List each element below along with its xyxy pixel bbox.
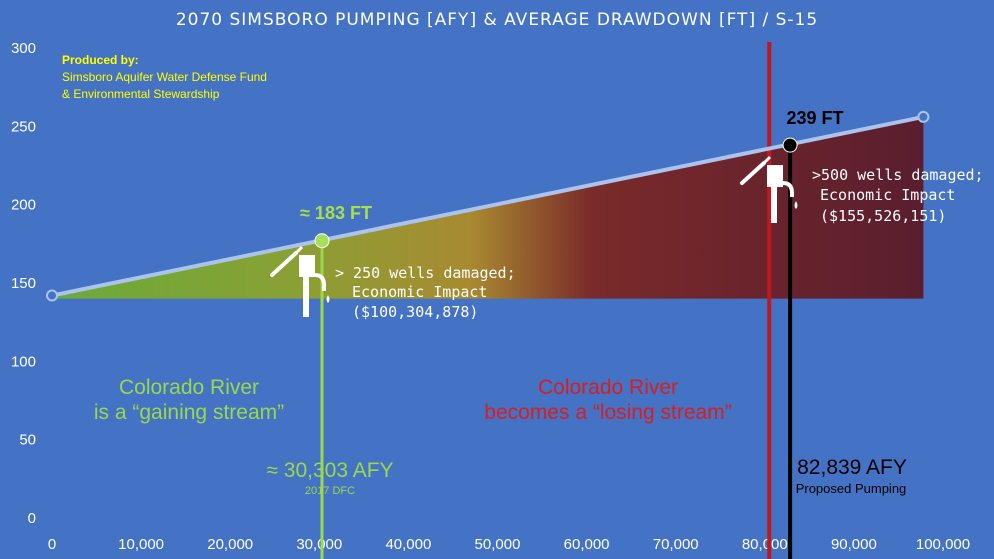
left-annotation-line-1: > 250 wells damaged;: [335, 264, 516, 282]
y-tick-label: 300: [11, 40, 36, 57]
gaining-stream-line-2: is a “gaining stream”: [94, 401, 284, 424]
x-tick-label: 0: [48, 536, 56, 553]
gaining-stream-line-1: Colorado River: [119, 376, 259, 399]
credit-line-1: Produced by:: [62, 53, 139, 67]
x-tick-label: 100,000: [916, 536, 970, 553]
line-start-point: [46, 289, 58, 302]
right-annotation-line-2: Economic Impact: [820, 186, 955, 204]
proposed-pumping-value: 82,839 AFY: [797, 456, 907, 479]
chart-title: 2070 SIMSBORO PUMPING [AFY] & AVERAGE DR…: [176, 10, 818, 30]
y-tick-label: 50: [19, 432, 36, 449]
drawdown-line: [50, 114, 926, 298]
left-annotation-line-3: ($100,304,878): [352, 303, 478, 321]
x-tick-label: 80,000: [742, 536, 788, 553]
x-tick-label: 10,000: [118, 536, 164, 553]
x-tick-label: 30,000: [296, 536, 342, 553]
line-end-point: [917, 110, 930, 123]
x-tick-label: 90,000: [831, 536, 877, 553]
y-tick-label: 150: [11, 275, 36, 292]
y-tick-label: 200: [11, 197, 36, 214]
credit-line-3: & Environmental Stewardship: [62, 87, 220, 101]
x-tick-label: 40,000: [385, 536, 431, 553]
hand-pump-icon: [270, 245, 330, 317]
dfc-pumping-value: ≈ 30,303 AFY: [266, 459, 393, 482]
x-tick-label: 50,000: [475, 536, 521, 553]
dfc-drawdown-point: [314, 233, 330, 249]
dfc-drawdown-label: ≈ 183 FT: [300, 203, 372, 223]
x-tick-label: 60,000: [564, 536, 610, 553]
x-tick-label: 20,000: [207, 536, 253, 553]
y-tick-label: 0: [28, 510, 36, 527]
proposed-drawdown-point: [782, 137, 798, 153]
right-annotation-line-1: >500 wells damaged;: [812, 166, 984, 184]
credit-line-2: Simsboro Aquifer Water Defense Fund: [62, 70, 267, 84]
losing-stream-line-2: becomes a “losing stream”: [484, 401, 731, 424]
hand-pump-icon: [740, 155, 798, 223]
right-annotation-line-3: ($155,526,151): [820, 207, 946, 225]
dfc-pumping-label: 2017 DFC: [305, 485, 355, 497]
y-tick-label: 100: [11, 353, 36, 370]
y-tick-label: 250: [11, 118, 36, 135]
proposed-pumping-label: Proposed Pumping: [796, 481, 907, 496]
left-annotation-line-2: Economic Impact: [352, 283, 487, 301]
losing-stream-line-1: Colorado River: [538, 376, 678, 399]
x-tick-label: 70,000: [653, 536, 699, 553]
proposed-drawdown-label: 239 FT: [786, 108, 843, 128]
